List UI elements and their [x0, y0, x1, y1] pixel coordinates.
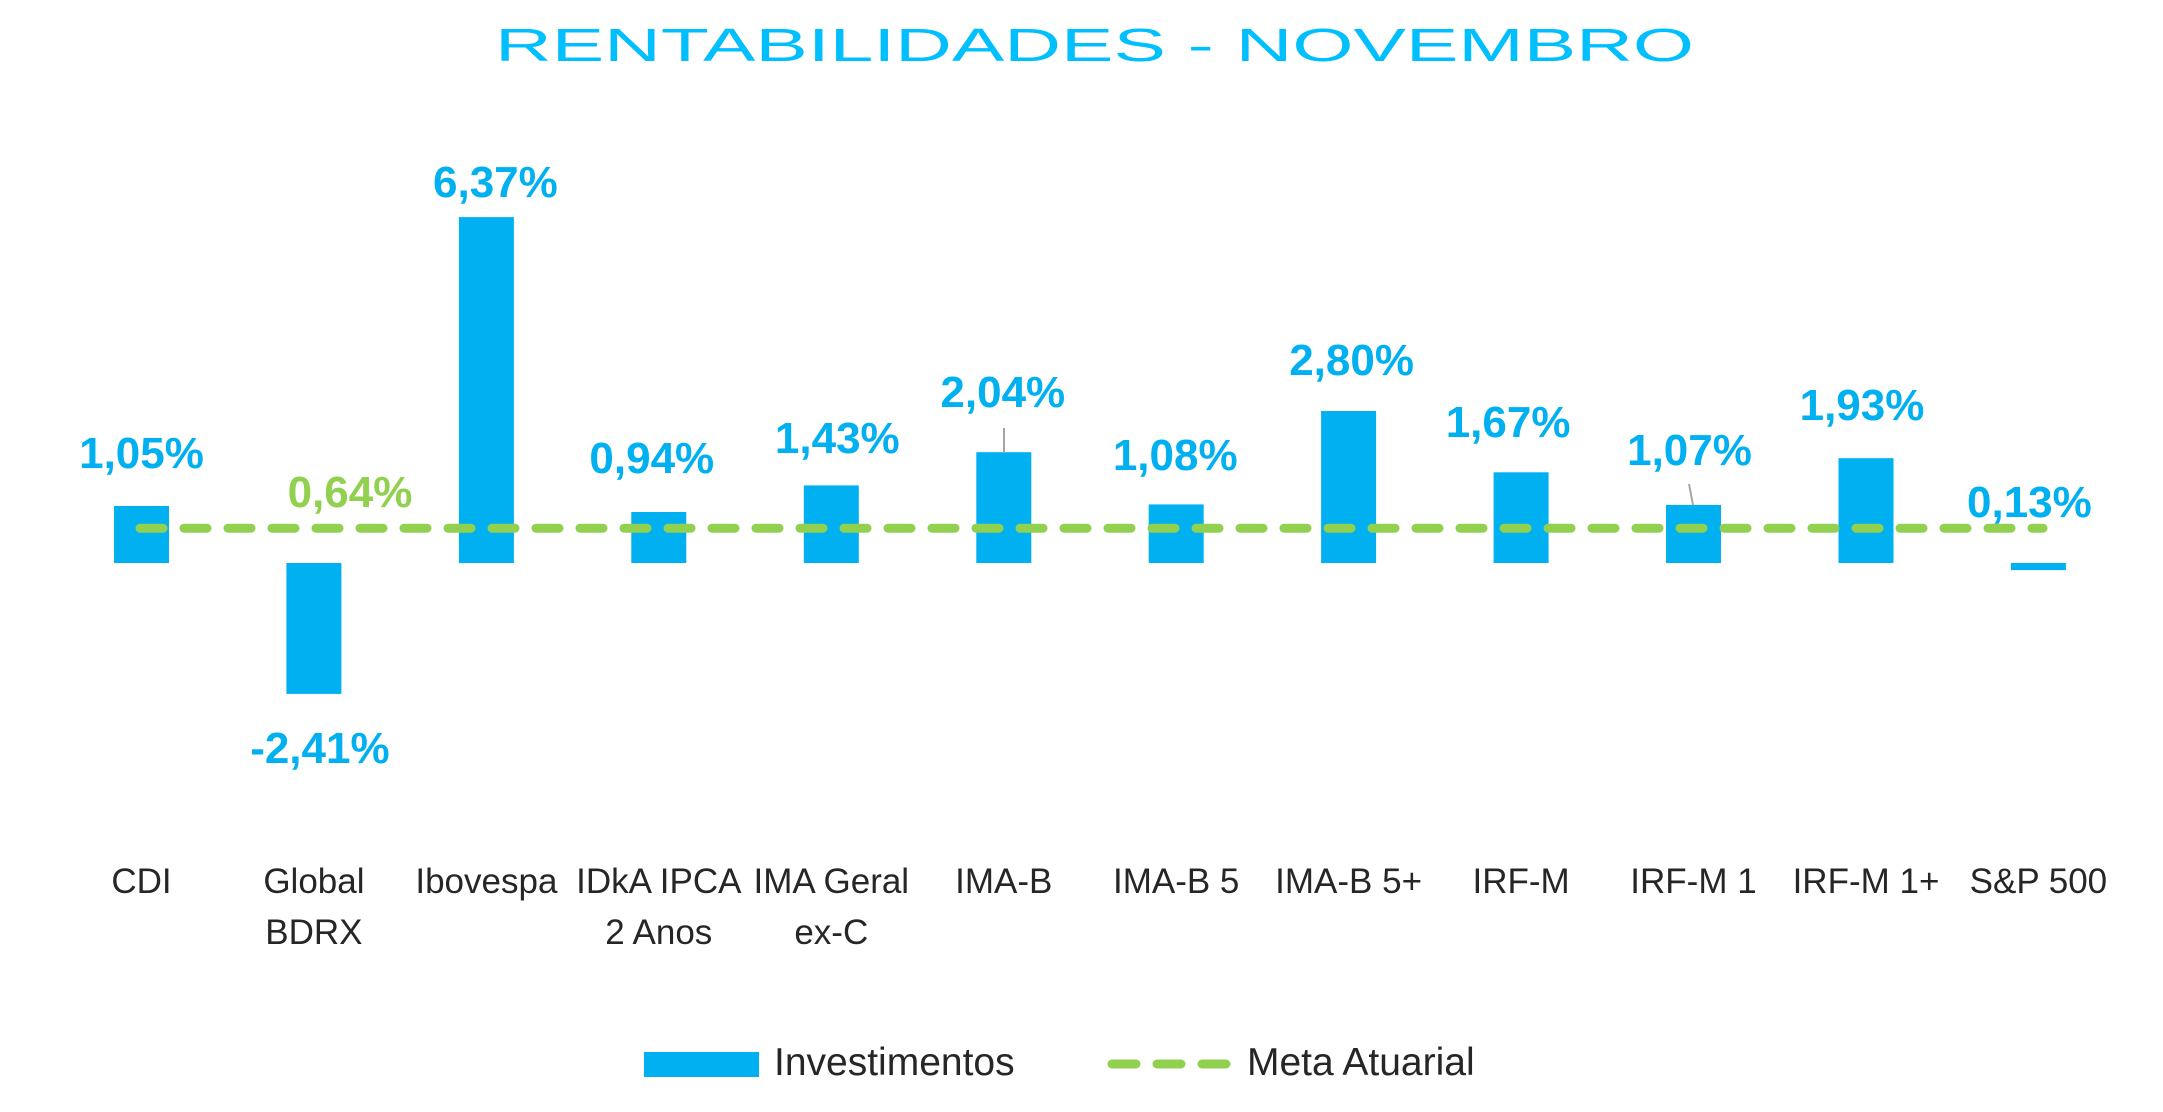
bar — [286, 563, 342, 694]
data-label: 6,37% — [433, 158, 558, 207]
data-label: 1,07% — [1627, 426, 1752, 475]
data-label: 1,43% — [775, 414, 900, 463]
leader-line — [1688, 483, 1694, 506]
legend-item-investimentos[interactable]: Investimentos — [644, 1041, 1015, 1084]
data-label: 2,80% — [1289, 336, 1414, 385]
bar — [1321, 411, 1377, 563]
legend-item-meta-atuarial[interactable]: Meta Atuarial — [1107, 1041, 1475, 1084]
bar — [1493, 472, 1549, 563]
meta-line-layer: 0,64% — [135, 468, 2048, 533]
data-label: 1,05% — [79, 429, 204, 478]
tick-label: IRF-M 1 — [1630, 862, 1756, 901]
data-label: 1,93% — [1800, 381, 1925, 430]
bar — [976, 452, 1032, 563]
bar — [1148, 504, 1204, 563]
data-label: 0,94% — [589, 434, 714, 483]
tick-label: IMA-B — [955, 862, 1052, 901]
data-label: 1,67% — [1446, 398, 1571, 447]
bar — [1666, 504, 1721, 563]
data-label: 2,04% — [940, 368, 1065, 417]
bar — [2010, 563, 2066, 571]
chart-title: RENTABILIDADES - NOVEMBRO — [495, 19, 1694, 71]
legend: Investimentos Meta Atuarial — [644, 1041, 1475, 1084]
value-labels-layer: 1,05% -2,41% 6,37% 0,94% 1,43% 2,04% 1,08% 2,80… — [79, 158, 2092, 773]
legend-label-meta-atuarial: Meta Atuarial — [1247, 1041, 1475, 1084]
bar — [114, 506, 169, 563]
tick-label: BDRX — [265, 913, 362, 952]
tick-label: IMA-B 5+ — [1275, 862, 1422, 901]
tick-label: 2 Anos — [605, 913, 712, 952]
tick-label: S&P 500 — [1970, 862, 2108, 901]
tick-label: IMA Geral — [753, 862, 909, 901]
bar — [1838, 458, 1894, 563]
category-labels-layer: CDI Global BDRX Ibovespa IDkA IPCA 2 Anos IMA … — [111, 862, 2107, 952]
legend-label-investimentos: Investimentos — [774, 1041, 1015, 1084]
leader-lines-layer — [1003, 428, 1694, 506]
tick-label: ex-C — [794, 913, 868, 952]
legend-swatch-bar — [644, 1052, 759, 1077]
data-label: 0,13% — [1967, 478, 2092, 527]
data-label: 1,08% — [1113, 431, 1238, 480]
meta-data-label: 0,64% — [288, 468, 413, 517]
data-label: -2,41% — [250, 724, 389, 773]
tick-label: IMA-B 5 — [1113, 862, 1239, 901]
tick-label: Global — [263, 862, 364, 901]
tick-label: CDI — [111, 862, 171, 901]
tick-label: IRF-M 1+ — [1793, 862, 1940, 901]
tick-label: IRF-M — [1472, 862, 1569, 901]
bar — [458, 217, 514, 563]
bars-layer — [114, 217, 2066, 694]
tick-label: IDkA IPCA — [576, 862, 742, 901]
tick-label: Ibovespa — [415, 862, 558, 901]
bar — [631, 512, 687, 563]
